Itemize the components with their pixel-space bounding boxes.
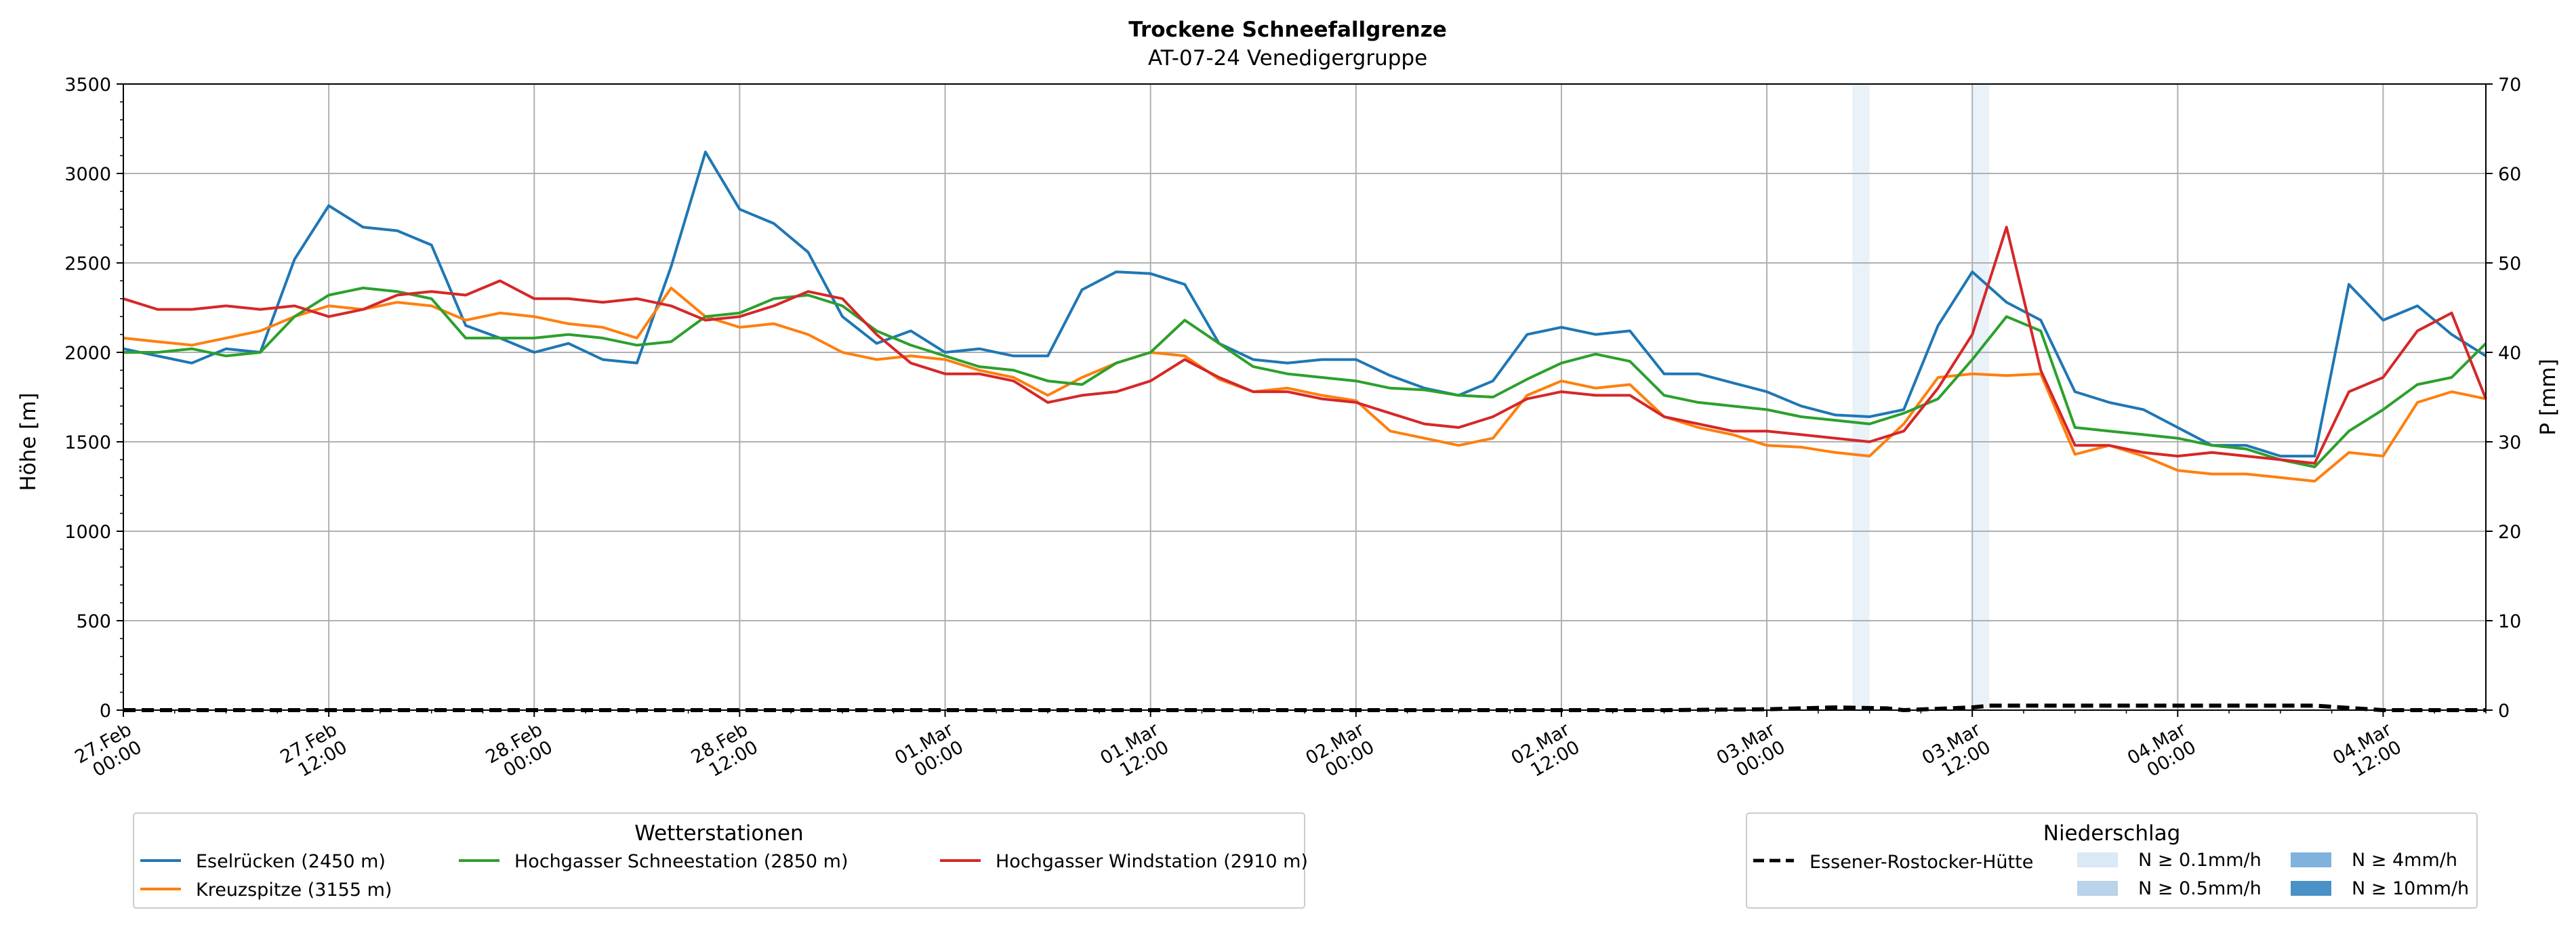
x-tick-label: 04.Mar00:00 xyxy=(2124,719,2201,787)
legend-precip-station-label: Essener-Rostocker-Hütte xyxy=(1810,852,2033,873)
legend-precip-label-1: N ≥ 0.5mm/h xyxy=(2138,878,2262,899)
x-tick-label: 28.Feb00:00 xyxy=(483,719,556,785)
y-tick-label: 3000 xyxy=(64,164,111,185)
legend-stations: Wetterstationen Eselrücken (2450 m) Kreuz… xyxy=(133,812,1308,909)
x-tick-label: 28.Feb12:00 xyxy=(688,719,762,785)
x-tick-label: 27.Feb12:00 xyxy=(277,719,351,785)
y2-tick-label: 60 xyxy=(2498,164,2521,185)
axes: 0 500 1000 1500 2000 2500 3000 3500 0 10 20 30 40 50 6… xyxy=(64,75,2521,787)
x-tick-label: 27.Feb00:00 xyxy=(71,719,145,785)
y-tick-label: 2500 xyxy=(64,253,111,274)
y-tick-label: 1500 xyxy=(64,432,111,453)
y-tick-label: 3500 xyxy=(64,75,111,96)
y2-axis-label: P [mm] xyxy=(2536,358,2560,435)
y-tick-label: 500 xyxy=(76,611,111,632)
y-tick-label: 1000 xyxy=(64,522,111,543)
legend-precip-title: Niederschlag xyxy=(2043,821,2181,846)
legend-precip-swatch-3 xyxy=(2291,881,2331,896)
x-tick-label: 04.Mar12:00 xyxy=(2329,719,2406,787)
legend-precip-label-0: N ≥ 0.1mm/h xyxy=(2138,850,2262,871)
y-axis-label: Höhe [m] xyxy=(16,392,41,491)
x-tick-label: 02.Mar12:00 xyxy=(1508,719,1585,787)
legend-stations-title: Wetterstationen xyxy=(634,821,803,846)
series-line-1 xyxy=(123,287,2487,483)
x-tick-label: 03.Mar00:00 xyxy=(1713,719,1790,787)
precip-band-1 xyxy=(1972,84,1990,710)
series-line-0 xyxy=(123,150,2487,458)
y-tick-label: 0 xyxy=(100,701,111,722)
y2-tick-label: 0 xyxy=(2498,701,2510,722)
y2-tick-label: 70 xyxy=(2498,75,2521,96)
legend-station-label-0: Eselrücken (2450 m) xyxy=(196,851,386,872)
chart-subtitle: AT-07-24 Venedigergruppe xyxy=(1148,46,1427,70)
legend-precip-swatch-0 xyxy=(2077,852,2118,867)
legend-stations-frame xyxy=(133,812,1305,909)
series-line-3 xyxy=(123,226,2487,465)
precip-band-0 xyxy=(1852,84,1870,710)
x-tick-label: 01.Mar00:00 xyxy=(891,719,968,787)
plot-frame xyxy=(123,83,2487,711)
y2-tick-label: 10 xyxy=(2498,611,2521,632)
y2-tick-label: 50 xyxy=(2498,253,2521,274)
chart-title: Trockene Schneefallgrenze xyxy=(1128,18,1447,42)
legend-precip-label-3: N ≥ 10mm/h xyxy=(2352,878,2469,899)
legend-precip-swatch-2 xyxy=(2291,852,2331,867)
series-lines xyxy=(123,150,2487,712)
legend-station-label-3: Hochgasser Windstation (2910 m) xyxy=(996,851,1308,872)
legend-precip: Niederschlag Essener-Rostocker-Hütte N ≥… xyxy=(1746,812,2478,909)
legend-precip-swatch-1 xyxy=(2077,881,2118,896)
grid-lines xyxy=(123,83,2486,711)
x-tick-label: 03.Mar12:00 xyxy=(1919,719,1995,787)
y2-tick-label: 20 xyxy=(2498,522,2521,543)
legend-precip-label-2: N ≥ 4mm/h xyxy=(2352,850,2457,871)
y-tick-label: 2000 xyxy=(64,343,111,364)
series-line-2 xyxy=(123,287,2487,468)
x-tick-label: 02.Mar00:00 xyxy=(1302,719,1378,787)
legend-station-label-2: Hochgasser Schneestation (2850 m) xyxy=(514,851,849,872)
precip-bands xyxy=(1852,84,1990,710)
legend-station-label-1: Kreuzspitze (3155 m) xyxy=(196,880,392,901)
x-tick-label: 01.Mar12:00 xyxy=(1097,719,1173,787)
y2-tick-label: 40 xyxy=(2498,343,2521,364)
y2-tick-label: 30 xyxy=(2498,432,2521,453)
